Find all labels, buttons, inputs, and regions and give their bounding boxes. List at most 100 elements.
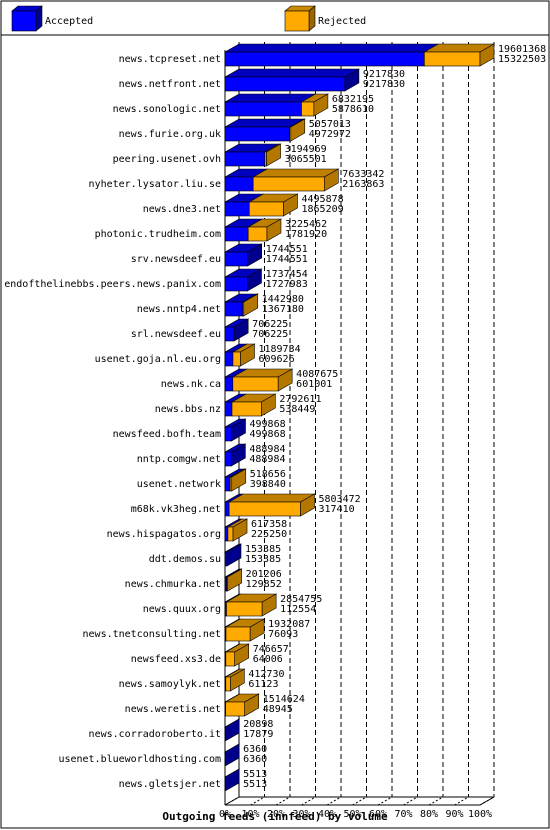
- bar-accepted: [224, 301, 244, 317]
- category-label: news.gletsjer.net: [119, 779, 221, 790]
- bar-rejected-side: [479, 43, 495, 67]
- x-tick-mark: [326, 796, 342, 806]
- bar-rejected-side: [232, 518, 248, 542]
- bar-rejected: [225, 626, 251, 642]
- category-label: news.hispagatos.org: [107, 529, 221, 540]
- bar-rejected: [231, 401, 262, 417]
- bar-accepted-top: [223, 93, 317, 103]
- x-tick-label: 100%: [468, 809, 492, 820]
- accepted-value-label: 112554: [280, 604, 316, 615]
- bar-rejected-side: [277, 368, 293, 392]
- category-label: srl.newsdeef.eu: [131, 329, 221, 340]
- bar-rejected-side: [300, 493, 315, 517]
- accepted-value-label: 601001: [296, 379, 332, 390]
- x-tick-mark: [224, 796, 240, 806]
- accepted-value-label: 76093: [268, 629, 298, 640]
- bar-accepted: [224, 126, 290, 142]
- bar-rejected: [227, 526, 234, 542]
- bar-rejected: [247, 226, 268, 242]
- bar-rejected: [252, 176, 325, 192]
- accepted-value-label: 5513: [243, 779, 267, 790]
- bar-accepted: [224, 451, 232, 467]
- accepted-value-label: 48945: [263, 704, 293, 715]
- offered-value-label: 2792611: [279, 394, 321, 405]
- bar-accepted: [224, 76, 346, 92]
- category-label: news.dne3.net: [143, 204, 221, 215]
- offered-value-label: 617358: [251, 519, 287, 530]
- offered-value-label: 3194969: [285, 144, 327, 155]
- bar-accepted-side: [231, 443, 246, 467]
- accepted-value-label: 64006: [253, 654, 283, 665]
- offered-value-label: 153385: [245, 544, 281, 555]
- x-tick-mark: [301, 796, 316, 806]
- category-label: newsfeed.bofh.team: [113, 429, 221, 440]
- category-label: news.nntp4.net: [137, 304, 221, 315]
- accepted-value-label: 1727983: [266, 279, 308, 290]
- offered-value-label: 3225462: [285, 219, 327, 230]
- offered-value-label: 1189734: [258, 344, 300, 355]
- bar-accepted: [224, 351, 234, 367]
- legend-swatch-rejected: [284, 10, 310, 32]
- offered-value-label: 518656: [250, 469, 286, 480]
- bar-rejected-side: [244, 693, 260, 717]
- category-label: news.quux.org: [143, 604, 221, 615]
- offered-value-label: 6832195: [332, 94, 374, 105]
- offered-value-label: 4087675: [296, 369, 338, 380]
- x-tick-mark: [352, 796, 367, 806]
- bar-rejected: [228, 501, 301, 517]
- bar-accepted-side: [231, 418, 246, 442]
- bar-accepted: [224, 151, 266, 167]
- accepted-value-label: 499868: [250, 429, 286, 440]
- offered-value-label: 1442980: [262, 294, 304, 305]
- offered-value-label: 1737454: [266, 269, 308, 280]
- bar-rejected: [301, 101, 315, 117]
- bar-accepted: [224, 201, 250, 217]
- bar-rejected: [225, 701, 246, 717]
- category-label: news.corradoroberto.it: [89, 729, 221, 740]
- x-tick-label: 0%: [219, 809, 231, 820]
- category-label: news.sonologic.net: [113, 104, 221, 115]
- offered-value-label: 706225: [252, 319, 288, 330]
- offered-value-label: 19601368: [498, 44, 546, 55]
- bar-accepted-side: [224, 718, 240, 742]
- offered-value-label: 499868: [250, 419, 286, 430]
- category-label: m68k.vk3heg.net: [131, 504, 221, 515]
- legend-label-accepted: Accepted: [45, 16, 93, 27]
- category-label: news.furie.org.uk: [119, 129, 221, 140]
- accepted-value-label: 488984: [249, 454, 285, 465]
- x-tick-label: 20%: [267, 809, 285, 820]
- offered-value-label: 488984: [249, 444, 285, 455]
- accepted-value-label: 15322503: [498, 54, 546, 65]
- x-tick-label: 50%: [343, 809, 361, 820]
- bar-rejected-top: [252, 168, 340, 178]
- accepted-value-label: 129852: [246, 579, 282, 590]
- category-label: ddt.demos.su: [149, 554, 221, 565]
- accepted-value-label: 4972972: [309, 129, 351, 140]
- x-tick-mark: [250, 796, 265, 806]
- accepted-value-label: 1744551: [266, 254, 308, 265]
- accepted-value-label: 398840: [250, 479, 286, 490]
- x-tick-label: 70%: [394, 809, 412, 820]
- x-tick-label: 60%: [369, 809, 387, 820]
- offered-value-label: 5513: [243, 769, 267, 780]
- accepted-value-label: 153385: [245, 554, 281, 565]
- offered-value-label: 1744551: [266, 244, 308, 255]
- accepted-value-label: 1865209: [301, 204, 343, 215]
- bar-rejected: [232, 376, 279, 392]
- x-tick-mark: [403, 796, 418, 806]
- bar-rejected-side: [240, 343, 255, 367]
- offered-value-label: 5057013: [309, 119, 351, 130]
- offered-value-label: 7633342: [342, 169, 384, 180]
- legend-swatch-accepted: [11, 10, 37, 32]
- category-label: news.nk.ca: [161, 379, 221, 390]
- offered-value-label: 20898: [243, 719, 273, 730]
- accepted-value-label: 1781920: [285, 229, 327, 240]
- bar-rejected: [226, 601, 263, 617]
- category-label: news.tcpreset.net: [119, 54, 221, 65]
- chart-title: Outgoing feeds (innfeed) by volume: [162, 810, 388, 823]
- bar-accepted: [224, 401, 233, 417]
- category-label: news.bbs.nz: [155, 404, 221, 415]
- bar-accepted-side: [226, 543, 242, 567]
